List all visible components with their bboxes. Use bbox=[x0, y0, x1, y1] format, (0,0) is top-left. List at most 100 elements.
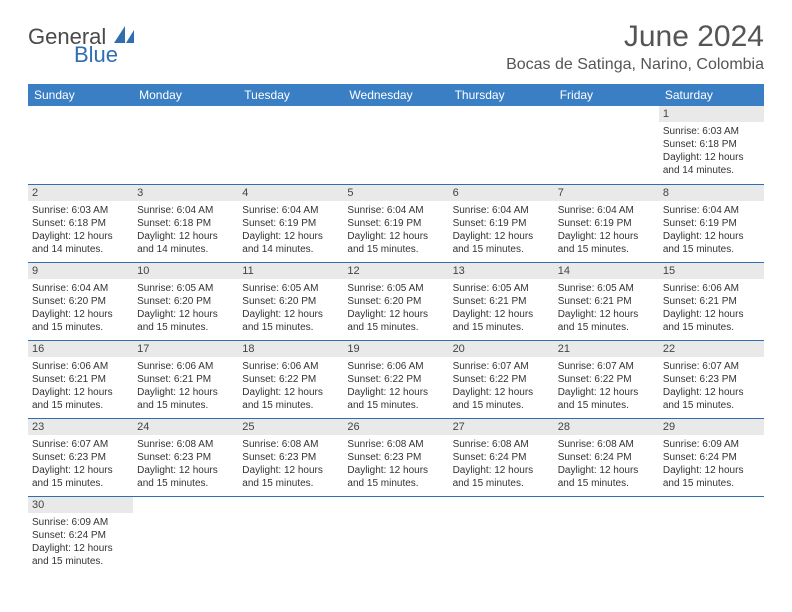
daylight-line: Daylight: 12 hours and 15 minutes. bbox=[32, 464, 129, 490]
sunrise-line: Sunrise: 6:07 AM bbox=[32, 438, 129, 451]
sunrise-line: Sunrise: 6:03 AM bbox=[663, 125, 760, 138]
day-number bbox=[133, 497, 238, 501]
day-number: 5 bbox=[343, 185, 448, 201]
sunset-line: Sunset: 6:24 PM bbox=[663, 451, 760, 464]
calendar-cell: 5Sunrise: 6:04 AMSunset: 6:19 PMDaylight… bbox=[343, 184, 448, 262]
sunset-line: Sunset: 6:20 PM bbox=[347, 295, 444, 308]
sunrise-line: Sunrise: 6:06 AM bbox=[32, 360, 129, 373]
sunrise-line: Sunrise: 6:04 AM bbox=[137, 204, 234, 217]
day-content: Sunrise: 6:03 AMSunset: 6:18 PMDaylight:… bbox=[659, 122, 764, 181]
daylight-line: Daylight: 12 hours and 15 minutes. bbox=[137, 308, 234, 334]
day-content: Sunrise: 6:03 AMSunset: 6:18 PMDaylight:… bbox=[28, 201, 133, 260]
day-content: Sunrise: 6:06 AMSunset: 6:21 PMDaylight:… bbox=[28, 357, 133, 416]
daylight-line: Daylight: 12 hours and 15 minutes. bbox=[347, 230, 444, 256]
calendar-cell bbox=[238, 106, 343, 184]
day-content: Sunrise: 6:08 AMSunset: 6:24 PMDaylight:… bbox=[554, 435, 659, 494]
calendar-cell bbox=[449, 496, 554, 574]
calendar-cell: 13Sunrise: 6:05 AMSunset: 6:21 PMDayligh… bbox=[449, 262, 554, 340]
brand-logo: General Blue bbox=[28, 26, 136, 66]
calendar-cell: 28Sunrise: 6:08 AMSunset: 6:24 PMDayligh… bbox=[554, 418, 659, 496]
day-number bbox=[343, 106, 448, 110]
day-number: 3 bbox=[133, 185, 238, 201]
day-number: 14 bbox=[554, 263, 659, 279]
day-content: Sunrise: 6:08 AMSunset: 6:23 PMDaylight:… bbox=[343, 435, 448, 494]
dayhead-sat: Saturday bbox=[659, 84, 764, 106]
calendar-cell: 3Sunrise: 6:04 AMSunset: 6:18 PMDaylight… bbox=[133, 184, 238, 262]
day-content: Sunrise: 6:04 AMSunset: 6:19 PMDaylight:… bbox=[449, 201, 554, 260]
calendar-page: General Blue June 2024 Bocas de Satinga,… bbox=[0, 0, 792, 594]
sunset-line: Sunset: 6:19 PM bbox=[453, 217, 550, 230]
day-number: 4 bbox=[238, 185, 343, 201]
day-content: Sunrise: 6:07 AMSunset: 6:23 PMDaylight:… bbox=[659, 357, 764, 416]
daylight-line: Daylight: 12 hours and 15 minutes. bbox=[242, 308, 339, 334]
day-number: 17 bbox=[133, 341, 238, 357]
calendar-cell: 27Sunrise: 6:08 AMSunset: 6:24 PMDayligh… bbox=[449, 418, 554, 496]
calendar-cell: 11Sunrise: 6:05 AMSunset: 6:20 PMDayligh… bbox=[238, 262, 343, 340]
sunset-line: Sunset: 6:18 PM bbox=[32, 217, 129, 230]
calendar-cell: 21Sunrise: 6:07 AMSunset: 6:22 PMDayligh… bbox=[554, 340, 659, 418]
day-number bbox=[28, 106, 133, 110]
day-number: 6 bbox=[449, 185, 554, 201]
daylight-line: Daylight: 12 hours and 15 minutes. bbox=[558, 386, 655, 412]
calendar-week: 16Sunrise: 6:06 AMSunset: 6:21 PMDayligh… bbox=[28, 340, 764, 418]
day-content: Sunrise: 6:04 AMSunset: 6:19 PMDaylight:… bbox=[238, 201, 343, 260]
sunrise-line: Sunrise: 6:09 AM bbox=[663, 438, 760, 451]
calendar-cell bbox=[659, 496, 764, 574]
sunset-line: Sunset: 6:19 PM bbox=[242, 217, 339, 230]
calendar-cell: 20Sunrise: 6:07 AMSunset: 6:22 PMDayligh… bbox=[449, 340, 554, 418]
day-content: Sunrise: 6:05 AMSunset: 6:21 PMDaylight:… bbox=[554, 279, 659, 338]
day-content: Sunrise: 6:05 AMSunset: 6:20 PMDaylight:… bbox=[343, 279, 448, 338]
dayhead-tue: Tuesday bbox=[238, 84, 343, 106]
sunset-line: Sunset: 6:23 PM bbox=[137, 451, 234, 464]
daylight-line: Daylight: 12 hours and 15 minutes. bbox=[242, 386, 339, 412]
day-number bbox=[554, 497, 659, 501]
day-content: Sunrise: 6:04 AMSunset: 6:18 PMDaylight:… bbox=[133, 201, 238, 260]
day-number: 25 bbox=[238, 419, 343, 435]
daylight-line: Daylight: 12 hours and 15 minutes. bbox=[137, 386, 234, 412]
calendar-cell bbox=[133, 496, 238, 574]
day-number: 19 bbox=[343, 341, 448, 357]
calendar-cell: 18Sunrise: 6:06 AMSunset: 6:22 PMDayligh… bbox=[238, 340, 343, 418]
day-number: 12 bbox=[343, 263, 448, 279]
daylight-line: Daylight: 12 hours and 14 minutes. bbox=[137, 230, 234, 256]
calendar-cell: 26Sunrise: 6:08 AMSunset: 6:23 PMDayligh… bbox=[343, 418, 448, 496]
day-number: 20 bbox=[449, 341, 554, 357]
sunset-line: Sunset: 6:18 PM bbox=[137, 217, 234, 230]
calendar-cell: 6Sunrise: 6:04 AMSunset: 6:19 PMDaylight… bbox=[449, 184, 554, 262]
day-number: 9 bbox=[28, 263, 133, 279]
sunset-line: Sunset: 6:19 PM bbox=[663, 217, 760, 230]
sunrise-line: Sunrise: 6:04 AM bbox=[663, 204, 760, 217]
sunrise-line: Sunrise: 6:07 AM bbox=[453, 360, 550, 373]
day-content: Sunrise: 6:06 AMSunset: 6:21 PMDaylight:… bbox=[133, 357, 238, 416]
calendar-cell bbox=[554, 496, 659, 574]
day-number: 1 bbox=[659, 106, 764, 122]
sunrise-line: Sunrise: 6:05 AM bbox=[137, 282, 234, 295]
day-content: Sunrise: 6:07 AMSunset: 6:22 PMDaylight:… bbox=[554, 357, 659, 416]
day-number bbox=[133, 106, 238, 110]
calendar-cell: 12Sunrise: 6:05 AMSunset: 6:20 PMDayligh… bbox=[343, 262, 448, 340]
day-content: Sunrise: 6:04 AMSunset: 6:19 PMDaylight:… bbox=[554, 201, 659, 260]
day-content: Sunrise: 6:07 AMSunset: 6:23 PMDaylight:… bbox=[28, 435, 133, 494]
sunset-line: Sunset: 6:21 PM bbox=[32, 373, 129, 386]
sunset-line: Sunset: 6:20 PM bbox=[137, 295, 234, 308]
day-content: Sunrise: 6:06 AMSunset: 6:22 PMDaylight:… bbox=[343, 357, 448, 416]
sunset-line: Sunset: 6:23 PM bbox=[242, 451, 339, 464]
day-number: 8 bbox=[659, 185, 764, 201]
calendar-week: 2Sunrise: 6:03 AMSunset: 6:18 PMDaylight… bbox=[28, 184, 764, 262]
day-content: Sunrise: 6:08 AMSunset: 6:23 PMDaylight:… bbox=[133, 435, 238, 494]
sunset-line: Sunset: 6:20 PM bbox=[242, 295, 339, 308]
daylight-line: Daylight: 12 hours and 14 minutes. bbox=[242, 230, 339, 256]
sunset-line: Sunset: 6:24 PM bbox=[558, 451, 655, 464]
sunset-line: Sunset: 6:21 PM bbox=[663, 295, 760, 308]
calendar-cell: 14Sunrise: 6:05 AMSunset: 6:21 PMDayligh… bbox=[554, 262, 659, 340]
daylight-line: Daylight: 12 hours and 15 minutes. bbox=[663, 386, 760, 412]
sunrise-line: Sunrise: 6:08 AM bbox=[558, 438, 655, 451]
sunset-line: Sunset: 6:23 PM bbox=[347, 451, 444, 464]
calendar-cell: 17Sunrise: 6:06 AMSunset: 6:21 PMDayligh… bbox=[133, 340, 238, 418]
day-number bbox=[238, 497, 343, 501]
day-number: 15 bbox=[659, 263, 764, 279]
day-content: Sunrise: 6:06 AMSunset: 6:22 PMDaylight:… bbox=[238, 357, 343, 416]
day-content: Sunrise: 6:05 AMSunset: 6:20 PMDaylight:… bbox=[133, 279, 238, 338]
calendar-cell: 16Sunrise: 6:06 AMSunset: 6:21 PMDayligh… bbox=[28, 340, 133, 418]
calendar-cell: 2Sunrise: 6:03 AMSunset: 6:18 PMDaylight… bbox=[28, 184, 133, 262]
